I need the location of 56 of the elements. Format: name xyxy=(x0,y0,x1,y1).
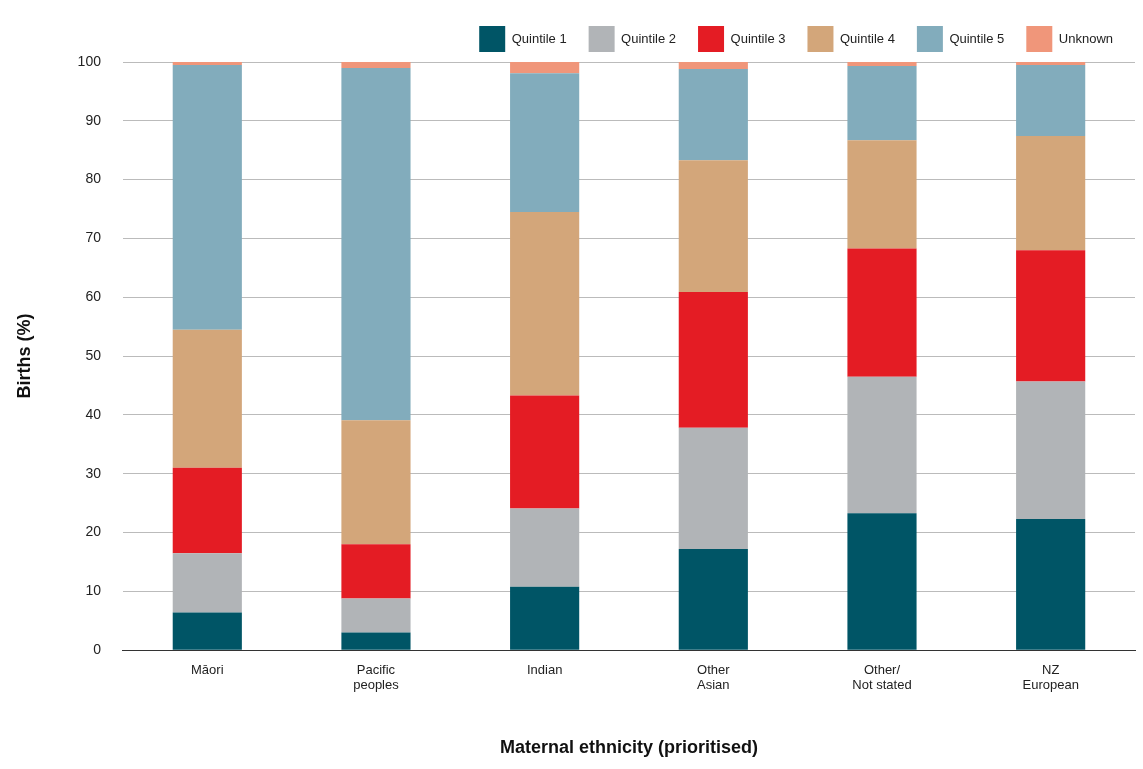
y-tick-label: 100 xyxy=(77,52,102,69)
bar xyxy=(1016,62,1086,65)
bar xyxy=(1016,136,1086,251)
y-tick-label: 50 xyxy=(85,346,102,363)
x-tick-label: Indian xyxy=(526,661,563,677)
legend-label: Quintile 1 xyxy=(511,30,567,46)
x-tick-label: Other/ Not stated xyxy=(852,661,912,693)
bar xyxy=(510,73,580,212)
x-tick-label: Māori xyxy=(191,661,224,677)
bar xyxy=(172,64,242,330)
bar xyxy=(1016,64,1086,137)
bar xyxy=(172,612,242,650)
legend-label: Quintile 5 xyxy=(949,30,1005,46)
legend-label: Quintile 4 xyxy=(839,30,895,46)
bar xyxy=(678,549,748,650)
y-tick-label: 30 xyxy=(85,464,102,481)
bar xyxy=(1016,250,1086,382)
bar xyxy=(510,62,580,74)
y-tick-label: 90 xyxy=(85,111,102,128)
bar xyxy=(847,513,917,650)
y-tick-label: 40 xyxy=(85,405,102,422)
bar xyxy=(847,248,917,377)
y-tick-label: 60 xyxy=(85,288,102,305)
y-tick-label: 0 xyxy=(93,641,102,658)
legend-label: Quintile 2 xyxy=(621,30,677,46)
legend-label: Unknown xyxy=(1058,30,1114,46)
x-tick-label: NZ European xyxy=(1022,661,1079,693)
y-tick-label: 80 xyxy=(85,170,102,187)
x-tick-label: Other Asian xyxy=(697,661,731,693)
bar xyxy=(341,598,411,633)
bar xyxy=(847,66,917,141)
bar xyxy=(341,67,411,421)
bar xyxy=(678,69,748,161)
x-tick-label: Pacific peoples xyxy=(353,661,400,693)
bar xyxy=(172,329,242,468)
bar xyxy=(678,160,748,292)
y-tick-label: 10 xyxy=(85,582,102,599)
bar xyxy=(341,544,411,599)
bar xyxy=(172,62,242,65)
bar xyxy=(510,395,580,509)
bar xyxy=(678,62,748,70)
y-tick-label: 70 xyxy=(85,229,102,246)
bar xyxy=(341,420,411,545)
bar xyxy=(678,291,748,428)
bar xyxy=(510,211,580,396)
bar xyxy=(1016,519,1086,650)
legend-label: Quintile 3 xyxy=(730,30,786,46)
bar xyxy=(847,140,917,249)
bar xyxy=(510,586,580,650)
x-axis-title: Maternal ethnicity (prioritised) xyxy=(499,737,758,758)
bar xyxy=(341,632,411,650)
bar xyxy=(847,62,917,67)
y-axis-title: Births (%) xyxy=(13,313,34,399)
y-tick-label: 20 xyxy=(85,523,102,540)
bar xyxy=(341,62,411,68)
bar xyxy=(172,467,242,554)
